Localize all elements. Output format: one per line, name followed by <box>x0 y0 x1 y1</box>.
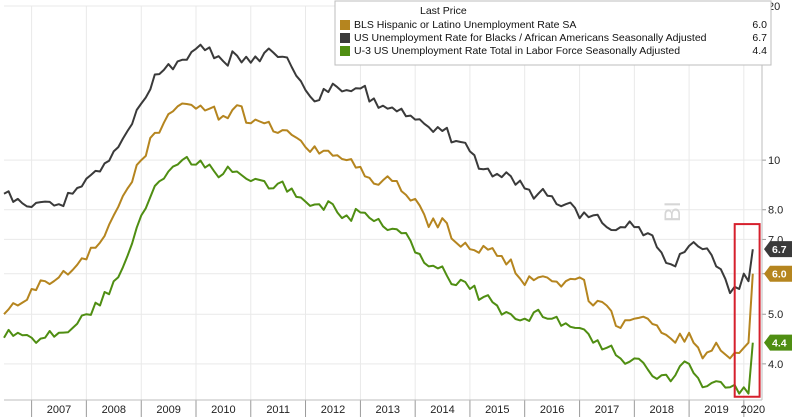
y-tick-label: 4.0 <box>768 359 783 371</box>
series-line <box>3 155 754 395</box>
legend-series-name: US Unemployment Rate for Blacks / Africa… <box>354 32 707 44</box>
legend-series-name: BLS Hispanic or Latino Unemployment Rate… <box>354 19 576 31</box>
x-tick-label: 2020 <box>741 404 765 416</box>
x-tick-label: 2009 <box>156 404 180 416</box>
last-price-badge <box>764 241 792 258</box>
x-tick-label: 2018 <box>649 404 673 416</box>
legend-series-value: 6.0 <box>752 19 767 31</box>
legend-title: Last Price <box>420 5 467 17</box>
x-tick-label: 2012 <box>321 404 345 416</box>
x-tick-label: 2016 <box>540 404 564 416</box>
series-lines <box>3 43 754 395</box>
series-line <box>3 43 754 295</box>
legend-box <box>334 0 772 66</box>
legend: Last Price BLS Hispanic or Latino Unempl… <box>334 0 772 66</box>
x-tick-label: 2014 <box>430 404 454 416</box>
x-tick-label: 2007 <box>47 404 71 416</box>
legend-items: BLS Hispanic or Latino Unemployment Rate… <box>340 19 767 57</box>
last-price-badge-label: 4.4 <box>772 338 787 350</box>
y-tick-label: 10 <box>768 155 780 167</box>
legend-swatch <box>340 46 350 56</box>
last-price-badge-label: 6.0 <box>772 269 787 281</box>
grid <box>4 5 762 400</box>
legend-series-value: 6.7 <box>752 32 767 44</box>
x-tick-label: 2015 <box>485 404 509 416</box>
x-tick-label: 2011 <box>266 404 290 416</box>
highlight-box <box>733 223 761 398</box>
last-price-badges: 6.7 6.0 4.4 <box>764 241 792 351</box>
y-tick-label: 8.0 <box>768 205 783 217</box>
legend-swatch <box>340 20 350 30</box>
last-price-badge-label: 6.7 <box>772 244 787 256</box>
series-line <box>3 102 754 360</box>
x-tick-label: 2013 <box>376 404 400 416</box>
legend-swatch <box>340 33 350 43</box>
x-tick-label: 2010 <box>211 404 235 416</box>
x-tick-label: 2008 <box>102 404 126 416</box>
last-price-badge <box>764 334 792 351</box>
watermark-text: BI <box>660 201 685 222</box>
x-tick-label: 2017 <box>595 404 619 416</box>
y-tick-label: 5.0 <box>768 309 783 321</box>
x-tick-label: 2019 <box>704 404 728 416</box>
legend-series-name: U-3 US Unemployment Rate Total in Labor … <box>354 45 680 57</box>
axes: 2007 2008 2009 2010 2011 2012 2013 2014 2015 2016… <box>4 1 783 417</box>
legend-series-value: 4.4 <box>752 45 767 57</box>
last-price-badge <box>764 265 792 282</box>
